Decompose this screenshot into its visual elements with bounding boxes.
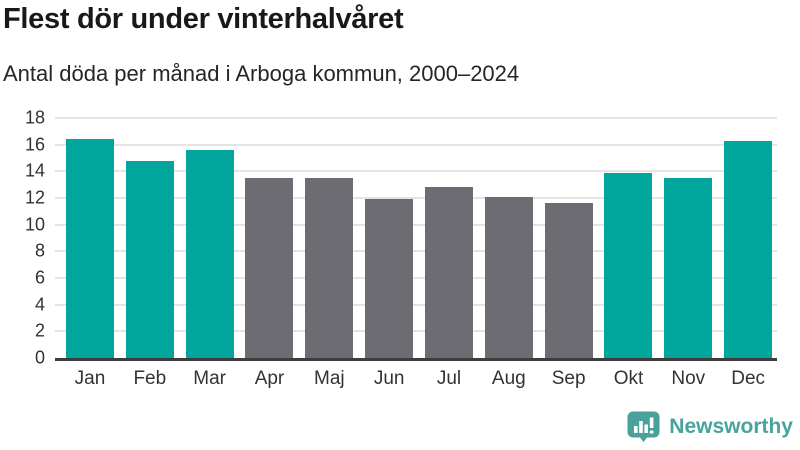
x-tick-label-nov: Nov	[671, 368, 706, 389]
bar-okt	[604, 172, 653, 358]
y-tick-label: 0	[34, 347, 45, 368]
y-tick-label: 18	[24, 107, 45, 128]
bar-jun	[365, 199, 414, 358]
gridline-y8	[55, 250, 777, 253]
x-tick-label-apr: Apr	[254, 368, 285, 389]
y-tick-label: 6	[34, 267, 45, 288]
gridline-y12	[55, 197, 777, 199]
newsworthy-logo-text: Newsworthy	[669, 415, 793, 438]
x-tick-label-sep: Sep	[551, 368, 586, 389]
gridline-y2	[55, 330, 777, 333]
chart-title: Flest dör under vinterhalvåret	[3, 3, 404, 35]
x-tick-label-aug: Aug	[491, 368, 526, 389]
x-tick-label-mar: Mar	[193, 368, 227, 389]
bar-aug	[484, 196, 533, 358]
bar-maj	[305, 178, 354, 358]
y-tick-label: 16	[24, 134, 45, 155]
bar-apr	[245, 178, 294, 358]
x-tick-label-jan: Jan	[74, 368, 106, 389]
bar-feb	[125, 160, 174, 358]
x-tick-label-feb: Feb	[133, 368, 167, 389]
gridline-y18	[55, 117, 777, 119]
bar-mar	[185, 150, 234, 358]
chart-subtitle: Antal döda per månad i Arboga kommun, 20…	[3, 61, 520, 86]
x-tick-label-okt: Okt	[613, 368, 644, 389]
gridline-y4	[55, 303, 777, 306]
bar-jan	[66, 139, 114, 358]
y-tick-label: 4	[34, 294, 45, 315]
bar-jul	[424, 187, 473, 358]
gridline-y6	[55, 277, 777, 279]
x-tick-label-jun: Jun	[373, 368, 405, 389]
y-tick-label: 10	[24, 214, 45, 235]
y-tick-label: 2	[34, 320, 45, 341]
y-tick-label: 12	[24, 187, 45, 208]
bar-dec	[724, 140, 773, 358]
bar-nov	[664, 178, 713, 358]
x-tick-label-maj: Maj	[314, 368, 345, 389]
x-tick-label-dec: Dec	[731, 368, 766, 389]
gridline-y10	[55, 223, 777, 226]
bar-sep	[544, 203, 593, 358]
newsworthy-logo: Newsworthy	[627, 411, 793, 443]
gridline-y16	[55, 143, 777, 146]
gridline-y14	[55, 170, 777, 173]
plot-area	[55, 117, 777, 361]
y-tick-label: 14	[24, 160, 45, 181]
newsworthy-bubble-chart-icon	[627, 411, 660, 443]
x-tick-label-jul: Jul	[436, 368, 462, 389]
y-tick-label: 8	[34, 240, 45, 261]
